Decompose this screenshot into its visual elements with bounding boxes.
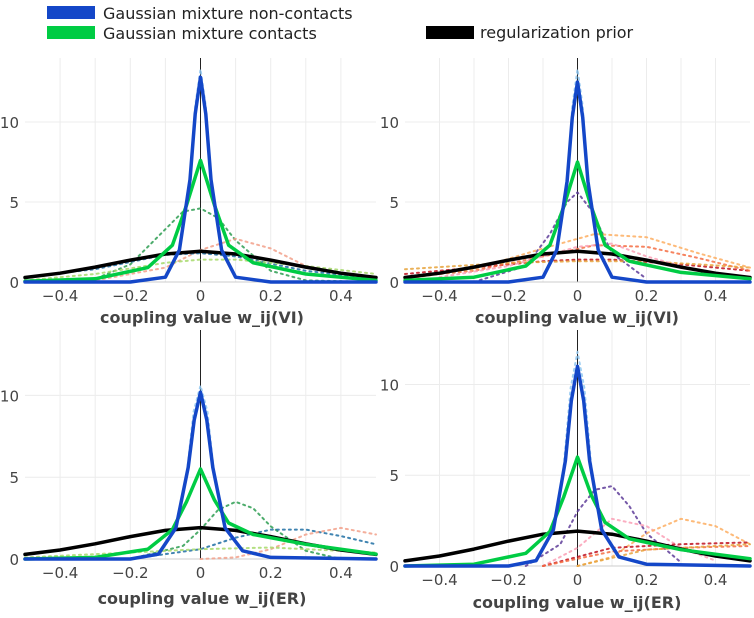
x-tick-label: −0.2 [490, 287, 526, 305]
x-tick-label: −0.4 [421, 287, 457, 305]
legend-label-prior: regularization prior [480, 23, 634, 42]
chart-panel-bottom-right: coupling value w_ij(ER) −0.4 −0.2 0 0.2 0.4 0… [380, 330, 752, 612]
y-tick-label: 0 [9, 551, 19, 569]
x-tick-label: 0.2 [635, 287, 659, 305]
x-tick-label: 0.4 [329, 287, 353, 305]
x-tick-label: 0 [196, 287, 206, 305]
legend-label-noncontacts: Gaussian mixture non-contacts [103, 4, 353, 23]
chart-panel-top-right: coupling value w_ij(VI) −0.4 −0.2 0 0.2 0.4 0… [380, 58, 752, 327]
plot-layer [403, 330, 752, 568]
x-tick-label: 0.4 [329, 564, 353, 582]
component-series-line [542, 541, 751, 567]
y-tick-label: 5 [389, 467, 399, 485]
x-tick-label: 0 [573, 571, 583, 589]
legend-swatch-contacts [47, 26, 95, 39]
x-axis-label: coupling value w_ij(ER) [473, 593, 682, 612]
y-tick-label: 5 [389, 194, 399, 212]
component-series-line [24, 546, 377, 559]
x-tick-label: −0.4 [421, 571, 457, 589]
legend: Gaussian mixture non-contacts Gaussian m… [47, 4, 634, 43]
y-tick-label: 0 [9, 274, 19, 292]
prior-series-line [23, 249, 378, 280]
y-tick-label: 5 [9, 469, 19, 487]
x-axis-label: coupling value w_ij(VI) [100, 308, 304, 327]
x-tick-label: 0.2 [259, 287, 283, 305]
mixture-contact-series-line [403, 455, 752, 568]
y-tick-label: 0 [389, 274, 399, 292]
component-series-line [129, 528, 377, 560]
component-series-line [542, 517, 717, 567]
mixture-contact-series-line [23, 158, 378, 283]
component-series-line [438, 242, 717, 279]
legend-label-contacts: Gaussian mixture contacts [103, 24, 317, 43]
plot-layer [23, 58, 378, 284]
component-series-line [24, 252, 377, 280]
x-tick-label: −0.2 [112, 287, 148, 305]
component-series-line [404, 233, 751, 280]
component-series-line [562, 350, 593, 468]
x-tick-label: 0.2 [259, 564, 283, 582]
y-tick-label: 10 [0, 114, 19, 132]
mixture-contact-series-line [23, 467, 378, 561]
plot-layer [23, 330, 378, 561]
mixture-noncontact-series-line [23, 75, 378, 284]
y-tick-label: 10 [380, 114, 399, 132]
chart-panel-top-left: coupling value w_ij(VI) −0.4 −0.2 0 0.2 0.4 0… [0, 58, 378, 327]
x-tick-label: −0.4 [42, 287, 78, 305]
component-series-line [404, 260, 751, 271]
y-tick-label: 5 [9, 194, 19, 212]
component-series-line [129, 500, 342, 560]
x-axis-label: coupling value w_ij(ER) [98, 589, 307, 608]
legend-swatch-noncontacts [47, 6, 95, 19]
y-tick-label: 10 [0, 387, 19, 405]
x-tick-label: 0.4 [704, 287, 728, 305]
plot-layer [403, 58, 752, 284]
prior-series-line [403, 249, 752, 280]
component-series-line [24, 237, 377, 283]
component-series-line [524, 485, 682, 567]
x-tick-label: −0.2 [112, 564, 148, 582]
mixture-noncontact-series-line [403, 80, 752, 284]
chart-panel-bottom-left: coupling value w_ij(ER) −0.4 −0.2 0 0.2 0.4 0… [0, 330, 378, 608]
x-tick-label: 0.2 [635, 571, 659, 589]
component-series-line [404, 258, 751, 275]
component-series-line [576, 543, 751, 567]
x-tick-label: 0.4 [704, 571, 728, 589]
mixture-noncontact-series-line [23, 390, 378, 561]
y-tick-label: 10 [380, 376, 399, 394]
y-tick-label: 0 [389, 558, 399, 576]
x-tick-label: −0.2 [490, 571, 526, 589]
x-tick-label: 0 [573, 287, 583, 305]
legend-swatch-prior [426, 26, 474, 39]
component-series-line [24, 207, 377, 283]
x-axis-label: coupling value w_ij(VI) [475, 308, 679, 327]
mixture-contact-series-line [403, 160, 752, 283]
x-tick-label: −0.4 [42, 564, 78, 582]
x-tick-label: 0 [196, 564, 206, 582]
mixture-noncontact-series-line [403, 364, 752, 568]
